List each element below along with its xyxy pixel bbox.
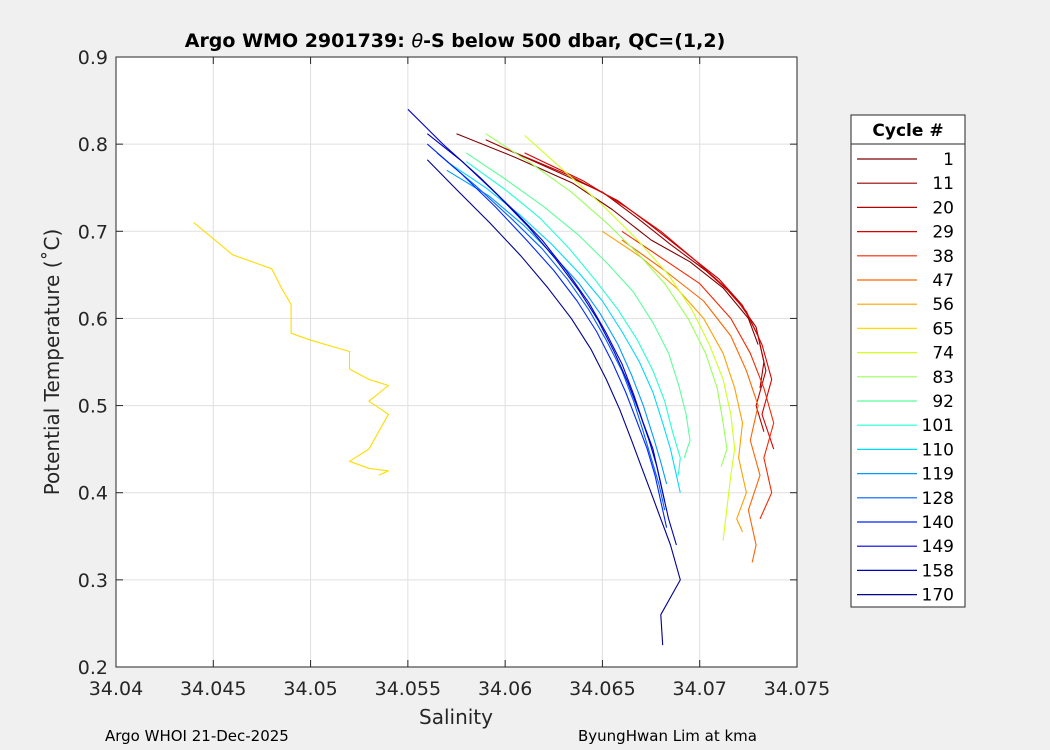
x-tick-label: 34.075	[764, 678, 830, 700]
x-tick-label: 34.05	[283, 678, 337, 700]
legend-label: 1	[943, 150, 954, 170]
y-tick-label: 0.3	[78, 570, 108, 592]
x-tick-label: 34.055	[375, 678, 441, 700]
series-line-cycle-83	[485, 133, 728, 467]
axis-ticks: 34.04 34.045 34.05 34.055 34.06 34.065 34.07 34…	[78, 47, 830, 700]
legend-label: 38	[932, 247, 954, 267]
legend-title: Cycle #	[872, 121, 943, 141]
legend-label: 149	[922, 537, 954, 557]
series-line-cycle-29	[524, 152, 775, 450]
legend-label: 47	[932, 271, 954, 291]
legend-label: 92	[932, 392, 954, 412]
legend-label: 158	[922, 561, 954, 581]
y-tick-label: 0.7	[78, 221, 108, 243]
y-tick-label: 0.6	[78, 308, 108, 330]
series-line-cycle-56	[602, 230, 747, 533]
y-axis-label: Potential Temperature (˚C)	[40, 229, 64, 496]
series-line-cycle-110	[446, 161, 681, 493]
legend-label: 119	[922, 465, 954, 485]
legend: Cycle # 11120293847566574839210111011912…	[850, 114, 966, 608]
footer-left-text: Argo WHOI 21-Dec-2025	[105, 727, 289, 745]
legend-label: 20	[932, 198, 954, 218]
legend-label: 101	[922, 416, 954, 436]
series-line-cycle-74	[524, 134, 736, 541]
footer-right-text: ByungHwan Lim at kma	[578, 727, 757, 745]
legend-label: 83	[932, 368, 954, 388]
series-line-cycle-101	[465, 161, 681, 476]
legend-label: 56	[932, 295, 954, 315]
y-tick-label: 0.2	[78, 657, 108, 679]
legend-label: 110	[922, 440, 954, 460]
series-line-cycle-170	[426, 159, 681, 646]
y-tick-label: 0.5	[78, 396, 108, 418]
x-tick-label: 34.06	[478, 678, 532, 700]
legend-label: 140	[922, 513, 954, 533]
legend-entries: 1112029384756657483921011101191281401491…	[857, 150, 954, 606]
legend-label: 170	[922, 586, 954, 606]
series-line-cycle-47	[621, 239, 761, 563]
series-line-cycle-119	[446, 169, 668, 485]
x-axis-label: Salinity	[419, 705, 493, 729]
legend-label: 11	[932, 174, 954, 194]
plot-background	[116, 57, 797, 667]
y-tick-label: 0.4	[78, 483, 108, 505]
series-layer	[193, 108, 775, 646]
legend-label: 128	[922, 489, 954, 509]
series-line-cycle-128	[436, 152, 666, 511]
y-tick-label: 0.9	[78, 47, 108, 69]
series-line-cycle-140	[426, 143, 668, 528]
y-tick-label: 0.8	[78, 134, 108, 156]
plot-frame	[115, 56, 798, 668]
series-line-cycle-158	[426, 133, 677, 546]
x-tick-label: 34.07	[673, 678, 727, 700]
legend-label: 74	[932, 344, 954, 364]
plot-area: 34.04 34.045 34.05 34.055 34.06 34.065 34.07 34…	[78, 47, 830, 700]
series-line-cycle-65	[193, 222, 389, 476]
x-tick-label: 34.045	[180, 678, 246, 700]
x-tick-label: 34.04	[89, 678, 143, 700]
legend-label: 29	[932, 223, 954, 243]
series-line-cycle-38	[621, 230, 775, 520]
x-tick-label: 34.065	[569, 678, 635, 700]
legend-label: 65	[932, 319, 954, 339]
legend-box	[850, 114, 966, 608]
series-line-cycle-92	[465, 152, 691, 459]
chart-title: Argo WMO 2901739: θ-S below 500 dbar, QC…	[185, 30, 726, 52]
